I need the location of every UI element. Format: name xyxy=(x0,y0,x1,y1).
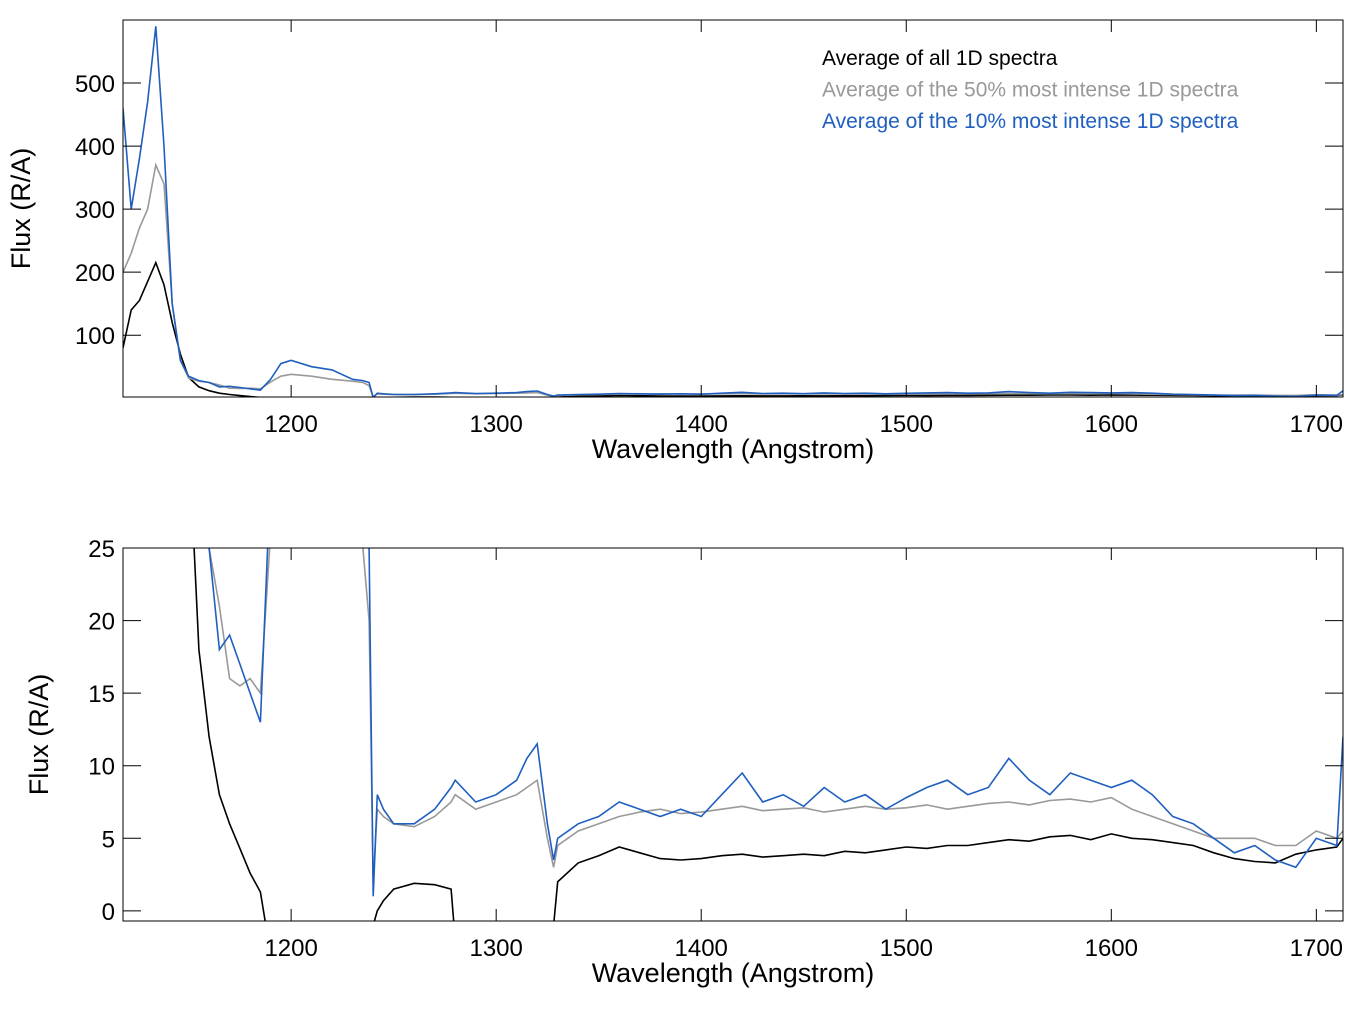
x-tick-label: 1400 xyxy=(675,935,728,962)
series-line xyxy=(193,548,1343,921)
y-tick-label: 25 xyxy=(88,536,115,563)
x-tick-label: 1700 xyxy=(1290,411,1343,438)
x-tick-label: 1500 xyxy=(880,935,933,962)
x-tick-label: 1400 xyxy=(675,411,728,438)
plot-frame xyxy=(122,547,1344,922)
plot-frame xyxy=(122,19,1344,398)
plot-lines xyxy=(123,26,1343,397)
x-tick-label: 1500 xyxy=(880,411,933,438)
y-tick-label: 15 xyxy=(88,681,115,708)
x-tick-label: 1600 xyxy=(1085,935,1138,962)
y-tick-label: 5 xyxy=(102,826,115,853)
series-line xyxy=(123,26,1343,397)
y-tick-label: 200 xyxy=(75,260,115,287)
y-tick-label: 10 xyxy=(88,754,115,781)
y-axis-label: Flux (R/A) xyxy=(24,674,54,796)
x-tick-label: 1300 xyxy=(469,411,522,438)
x-tick-label: 1200 xyxy=(264,411,317,438)
y-tick-label: 0 xyxy=(102,899,115,926)
y-tick-label: 300 xyxy=(75,197,115,224)
x-tick-label: 1700 xyxy=(1290,935,1343,962)
y-axis-label: Flux (R/A) xyxy=(6,148,36,270)
y-tick-label: 500 xyxy=(75,71,115,98)
x-axis-label: Wavelength (Angstrom) xyxy=(592,434,875,464)
x-tick-label: 1300 xyxy=(469,935,522,962)
series-line xyxy=(208,548,1343,897)
y-tick-label: 20 xyxy=(88,609,115,636)
x-tick-label: 1200 xyxy=(264,935,317,962)
x-tick-label: 1600 xyxy=(1085,411,1138,438)
legend-entry: Average of all 1D spectra xyxy=(822,47,1058,70)
legend-entry: Average of the 10% most intense 1D spect… xyxy=(822,110,1239,133)
series-line xyxy=(208,548,1343,882)
y-tick-label: 100 xyxy=(75,323,115,350)
legend-entry: Average of the 50% most intense 1D spect… xyxy=(822,79,1239,102)
series-line xyxy=(123,260,1343,397)
x-axis-label: Wavelength (Angstrom) xyxy=(592,958,875,988)
series-line xyxy=(123,162,1343,397)
plot-lines xyxy=(193,548,1343,921)
y-tick-label: 400 xyxy=(75,134,115,161)
